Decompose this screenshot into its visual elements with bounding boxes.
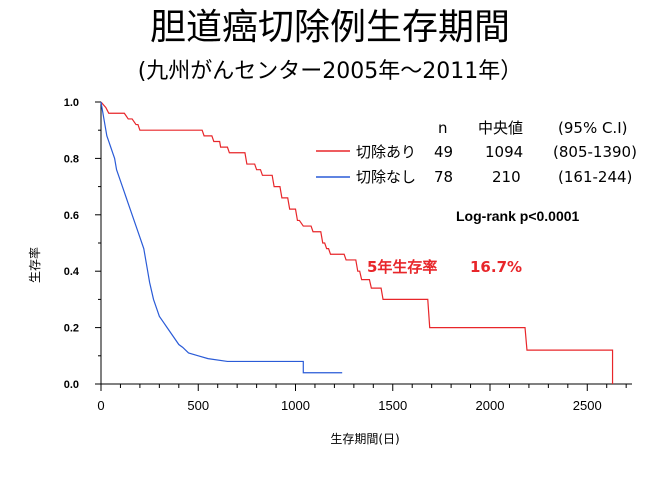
legend-header-n: n: [438, 119, 448, 137]
legend-header-ci: (95% C.I): [558, 119, 627, 137]
y-tick-label: 0.2: [64, 323, 79, 335]
legend-median-unresected: 210: [492, 168, 521, 186]
series-layer: [100, 101, 614, 384]
axes: 0 500 1000 1500 2000 2500 0.0 0.2 0.4 0.6 0.8 1.0: [64, 97, 632, 413]
x-tick-label: 0: [97, 398, 104, 413]
legend-n-unresected: 78: [434, 168, 453, 186]
y-axis-title: 生存率: [27, 247, 42, 283]
y-tick-label: 0.0: [64, 379, 79, 391]
legend-label-unresected: 切除なし: [356, 168, 416, 186]
logrank-stat: Log-rank p<0.0001: [456, 208, 580, 224]
x-tick-label: 1500: [378, 398, 407, 413]
y-tick-label: 0.4: [64, 266, 80, 278]
legend-n-resected: 49: [434, 143, 453, 161]
series-unresected-curve: [100, 101, 343, 374]
y-tick-label: 1.0: [64, 97, 79, 109]
five-year-value: 16.7%: [470, 258, 522, 276]
five-year-label: 5年生存率: [367, 258, 437, 276]
legend-median-resected: 1094: [485, 143, 523, 161]
x-axis-title: 生存期間(日): [330, 432, 399, 446]
x-tick-label: 2500: [573, 398, 602, 413]
legend-ci-unresected: (161-244): [558, 168, 632, 186]
x-tick-label: 1000: [281, 398, 310, 413]
chart-title: 胆道癌切除例生存期間: [149, 7, 510, 48]
five-year-annotation: 5年生存率 16.7%: [367, 258, 522, 276]
y-tick-label: 0.8: [64, 153, 79, 165]
legend: n 中央値 (95% C.I) 切除あり 49 1094 (805-1390) …: [316, 119, 637, 186]
x-tick-label: 500: [187, 398, 209, 413]
legend-header-median: 中央値: [478, 119, 523, 137]
legend-ci-resected: (805-1390): [553, 143, 637, 161]
chart-subtitle: (九州がんセンター2005年～2011年）: [137, 59, 523, 84]
x-tick-label: 2000: [476, 398, 505, 413]
series-resected-curve: [100, 101, 614, 384]
y-tick-label: 0.6: [64, 210, 79, 222]
legend-label-resected: 切除あり: [356, 143, 416, 161]
